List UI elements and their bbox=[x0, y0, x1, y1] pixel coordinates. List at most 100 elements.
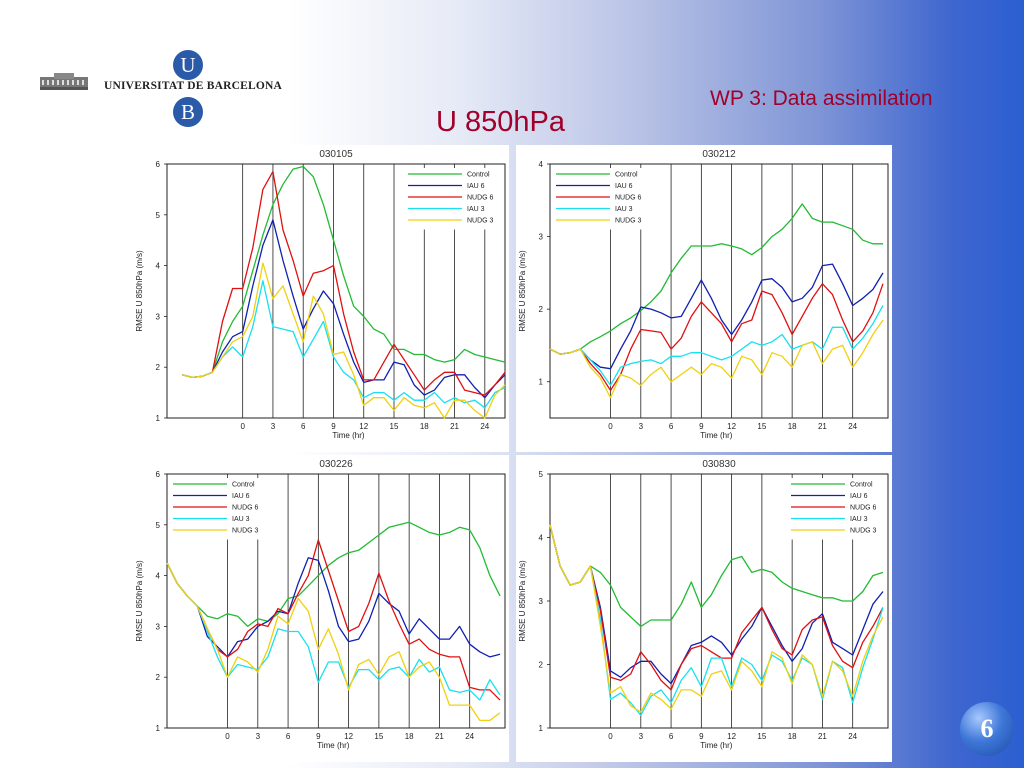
y-tick-label: 3 bbox=[156, 622, 161, 631]
legend-entry: IAU 3 bbox=[232, 516, 250, 523]
x-tick-label: 6 bbox=[301, 422, 306, 431]
y-axis-label: RMSE U 850hPa (m/s) bbox=[135, 250, 144, 332]
y-tick-label: 1 bbox=[156, 414, 161, 423]
series-line-iau-6 bbox=[549, 524, 884, 685]
y-tick-label: 2 bbox=[539, 305, 544, 314]
building-icon bbox=[40, 73, 88, 90]
x-tick-label: 9 bbox=[331, 422, 336, 431]
y-tick-label: 2 bbox=[156, 673, 161, 682]
y-tick-label: 3 bbox=[156, 312, 161, 321]
university-name: UNIVERSITAT DE BARCELONA bbox=[104, 80, 282, 92]
legend-background bbox=[554, 168, 650, 230]
y-tick-label: 4 bbox=[539, 160, 544, 169]
y-tick-label: 1 bbox=[156, 724, 161, 733]
x-tick-label: 21 bbox=[435, 732, 444, 741]
y-tick-label: 2 bbox=[539, 661, 544, 670]
chart-030830: 030830 0 3 6 9 12 15 18 21 24 1 2 3 4 5 Time (hr) RMSE U… bbox=[516, 455, 892, 762]
chart-title: 030105 bbox=[319, 149, 353, 160]
y-tick-label: 5 bbox=[156, 521, 161, 530]
y-tick-label: 6 bbox=[156, 160, 161, 169]
plot-frame bbox=[549, 163, 889, 419]
x-tick-label: 6 bbox=[669, 422, 674, 431]
logo-u-disc: U bbox=[173, 50, 203, 80]
logo-u-letter: U bbox=[180, 53, 196, 77]
chart-title: 030226 bbox=[319, 459, 353, 470]
chart-title: 030212 bbox=[702, 149, 736, 160]
legend-background bbox=[171, 478, 267, 540]
legend-entry: IAU 6 bbox=[232, 493, 250, 500]
x-tick-label: 21 bbox=[818, 422, 827, 431]
workpackage-title: WP 3: Data assimilation bbox=[710, 87, 933, 110]
legend-entry: Control bbox=[850, 482, 873, 489]
x-tick-label: 24 bbox=[480, 422, 489, 431]
legend-entry: IAU 6 bbox=[615, 183, 633, 190]
legend-entry: NUDG 3 bbox=[850, 528, 877, 535]
x-tick-label: 6 bbox=[286, 732, 291, 741]
legend-entry: Control bbox=[467, 172, 490, 179]
x-axis-label: Time (hr) bbox=[332, 431, 364, 440]
x-tick-label: 0 bbox=[608, 422, 613, 431]
x-tick-label: 21 bbox=[818, 732, 827, 741]
legend-background bbox=[789, 478, 885, 540]
legend-entry: NUDG 3 bbox=[232, 528, 259, 535]
x-tick-label: 0 bbox=[608, 732, 613, 741]
x-tick-label: 24 bbox=[848, 422, 857, 431]
series-line-iau-6 bbox=[181, 219, 506, 399]
x-tick-label: 24 bbox=[848, 732, 857, 741]
y-tick-label: 4 bbox=[539, 534, 544, 543]
x-tick-label: 24 bbox=[465, 732, 474, 741]
chart-030105: 030105 0 3 6 9 12 15 18 21 24 1 2 3 4 5 6 Time (hr) RMSE … bbox=[133, 145, 509, 452]
x-tick-label: 18 bbox=[405, 732, 414, 741]
x-tick-label: 18 bbox=[788, 732, 797, 741]
legend-entry: NUDG 3 bbox=[467, 218, 494, 225]
legend-entry: NUDG 6 bbox=[615, 195, 642, 202]
y-axis-label: RMSE U 850hPa (m/s) bbox=[135, 560, 144, 642]
series-line-nudg-3 bbox=[549, 524, 884, 713]
x-tick-label: 12 bbox=[727, 732, 736, 741]
y-axis-label: RMSE U 850hPa (m/s) bbox=[518, 560, 527, 642]
university-logo bbox=[40, 48, 280, 128]
x-tick-label: 15 bbox=[390, 422, 399, 431]
y-tick-label: 6 bbox=[156, 470, 161, 479]
chart-title: 030830 bbox=[702, 459, 736, 470]
series-line-nudg-6 bbox=[549, 524, 884, 691]
x-tick-label: 18 bbox=[788, 422, 797, 431]
y-tick-label: 1 bbox=[539, 724, 544, 733]
legend-entry: IAU 6 bbox=[850, 493, 868, 500]
x-tick-label: 9 bbox=[699, 422, 704, 431]
x-tick-label: 12 bbox=[344, 732, 353, 741]
logo-b-letter: B bbox=[180, 100, 195, 124]
x-axis-label: Time (hr) bbox=[700, 741, 732, 750]
series-line-iau-6 bbox=[166, 557, 501, 658]
legend-entry: IAU 3 bbox=[615, 206, 633, 213]
x-tick-label: 0 bbox=[225, 732, 230, 741]
x-tick-label: 9 bbox=[316, 732, 321, 741]
y-tick-label: 1 bbox=[539, 378, 544, 387]
x-axis-label: Time (hr) bbox=[317, 741, 349, 750]
x-tick-label: 0 bbox=[240, 422, 245, 431]
legend-entry: IAU 6 bbox=[467, 183, 485, 190]
slide-title: U 850hPa bbox=[436, 106, 565, 138]
y-tick-label: 3 bbox=[539, 233, 544, 242]
x-tick-label: 6 bbox=[669, 732, 674, 741]
x-tick-label: 15 bbox=[374, 732, 383, 741]
plot-frame bbox=[166, 473, 506, 729]
y-tick-label: 3 bbox=[539, 597, 544, 606]
chart-030226: 030226 0 3 6 9 12 15 18 21 24 1 2 3 4 5 6 Time (hr) RMSE … bbox=[133, 455, 509, 762]
series-line-nudg-6 bbox=[166, 539, 501, 701]
series-line-iau-3 bbox=[549, 305, 884, 386]
legend-entry: IAU 3 bbox=[850, 516, 868, 523]
page-number-badge: 6 bbox=[960, 702, 1014, 756]
x-tick-label: 3 bbox=[639, 732, 644, 741]
plot-frame bbox=[166, 163, 506, 419]
series-line-nudg-3 bbox=[181, 262, 506, 419]
x-tick-label: 3 bbox=[271, 422, 276, 431]
legend-entry: Control bbox=[232, 482, 255, 489]
x-tick-label: 21 bbox=[450, 422, 459, 431]
x-tick-label: 15 bbox=[757, 422, 766, 431]
y-tick-label: 4 bbox=[156, 262, 161, 271]
